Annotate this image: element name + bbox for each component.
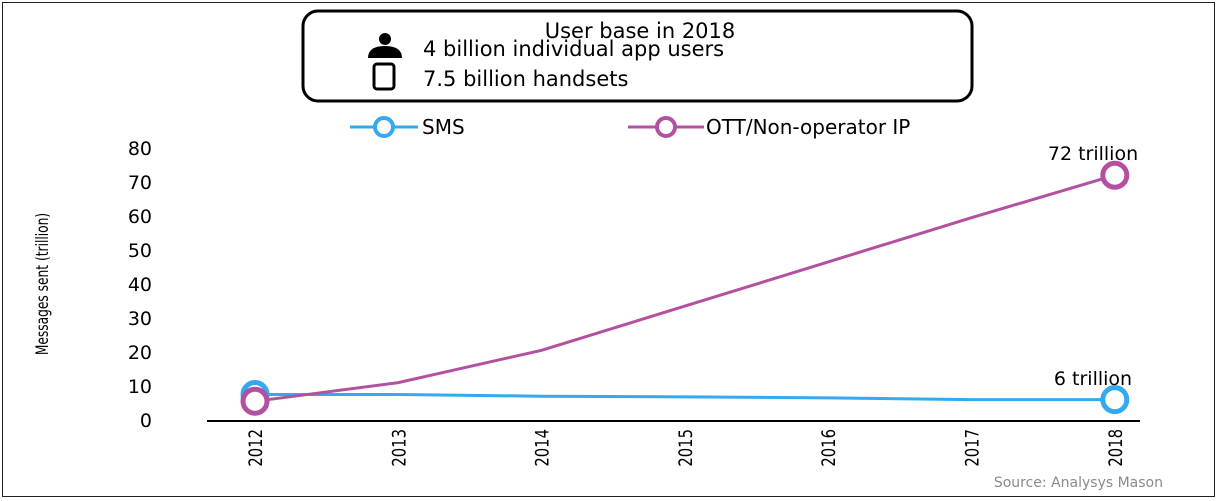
y-tick-label: 20 <box>128 342 152 364</box>
legend-ott-marker <box>655 116 677 138</box>
x-tick-label: 2013 <box>389 429 411 467</box>
person-icon <box>368 33 402 58</box>
handset-icon <box>372 62 396 91</box>
legend-item-sms: SMS <box>350 115 465 139</box>
y-tick-label: 10 <box>128 376 152 398</box>
x-tick-label: 2018 <box>1105 429 1127 467</box>
y-tick-label: 70 <box>128 172 152 194</box>
x-tick-label: 2015 <box>675 429 697 467</box>
info-box-handsets: 7.5 billion handsets <box>423 67 628 91</box>
legend-sms-label: SMS <box>422 115 465 139</box>
y-tick-label: 40 <box>128 274 152 296</box>
source-note: Source: Analysys Mason <box>994 475 1163 491</box>
axes: 0 10 20 30 40 50 60 70 80 2012 2013 2014 2015 2016 201… <box>128 138 1140 467</box>
series-layer <box>240 160 1130 416</box>
info-box-title: User base in 2018 <box>545 19 736 43</box>
series-line-sms <box>255 393 1115 402</box>
x-tick-label: 2017 <box>962 429 984 467</box>
y-tick-label: 0 <box>140 410 152 432</box>
y-axis-title: Messages sent (trillion) <box>33 213 53 355</box>
info-box: User base in 2018 4 billion individual a… <box>301 9 974 103</box>
y-tick-label: 30 <box>128 308 152 330</box>
y-tick-label: 60 <box>128 206 152 228</box>
data-point-sms <box>1100 385 1130 415</box>
sms-end-label: 6 trillion <box>1054 368 1132 390</box>
data-point-ott <box>1100 160 1130 190</box>
y-tick-label: 80 <box>128 138 152 160</box>
info-box-border <box>301 9 974 103</box>
legend: SMS OTT/Non-operator IP <box>350 115 910 139</box>
x-tick-label: 2014 <box>532 429 554 467</box>
x-tick-label: 2012 <box>245 429 267 467</box>
series-line-ott <box>254 173 1116 403</box>
x-tick-label: 2016 <box>818 429 840 467</box>
legend-item-ott: OTT/Non-operator IP <box>628 115 910 139</box>
legend-ott-label: OTT/Non-operator IP <box>706 115 910 139</box>
data-point-ott <box>240 386 270 416</box>
legend-sms-marker <box>373 116 395 138</box>
info-box-app-users: 4 billion individual app users <box>423 37 724 61</box>
y-tick-label: 50 <box>128 240 152 262</box>
ott-end-label: 72 trillion <box>1048 143 1138 165</box>
